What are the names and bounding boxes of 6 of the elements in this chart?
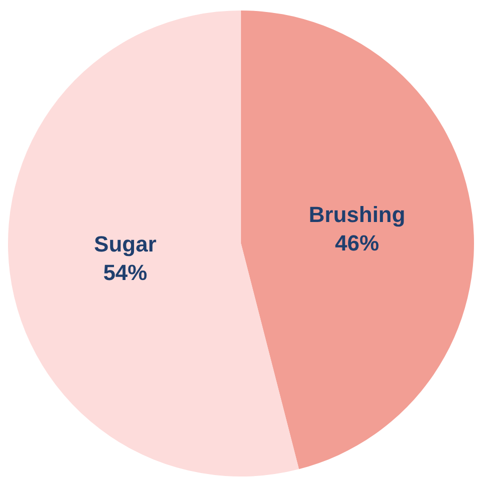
- slice-label: Brushing: [308, 202, 406, 228]
- data-label: 46%: [335, 230, 380, 256]
- slice-label: Sugar: [94, 231, 157, 256]
- pie-slice: [8, 10, 299, 476]
- pie-slice: [241, 10, 474, 470]
- data-label: 54%: [103, 260, 148, 285]
